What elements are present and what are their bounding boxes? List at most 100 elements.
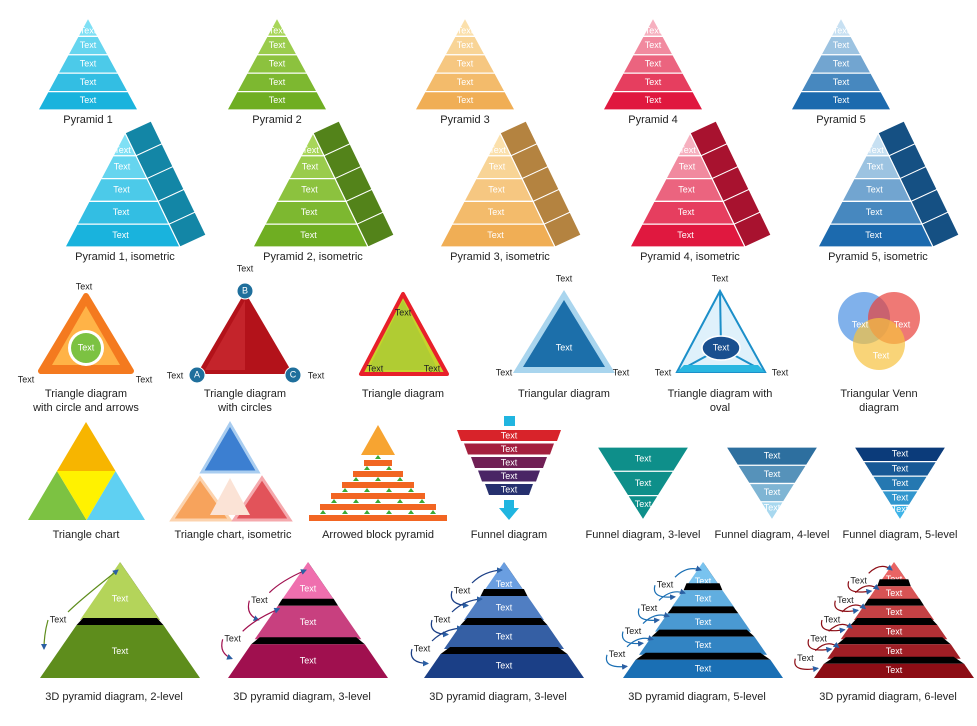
pyramid-level — [36, 90, 140, 111]
label: Text — [114, 145, 131, 155]
label: Text — [892, 492, 909, 502]
triangle — [523, 300, 605, 367]
funnel-level — [626, 495, 660, 522]
side-arrow — [637, 608, 660, 624]
block — [364, 460, 392, 466]
label: Text — [224, 634, 241, 644]
caption: Pyramid 5, isometric — [828, 251, 928, 263]
label: Text — [833, 95, 850, 105]
label: Text — [113, 207, 130, 217]
label: Text — [489, 145, 506, 155]
top-block — [361, 425, 395, 455]
caption: Triangle chart, isometric — [175, 529, 292, 541]
label: Text — [764, 469, 781, 479]
arrow — [353, 477, 359, 481]
label: Text — [886, 574, 903, 584]
side-arrow — [653, 585, 676, 601]
label: A — [194, 369, 200, 379]
arrow — [353, 499, 359, 503]
label: Text — [713, 342, 730, 352]
label: Text — [678, 207, 695, 217]
label: Text — [894, 319, 911, 329]
side-arrow — [67, 569, 119, 613]
label: Text — [488, 184, 505, 194]
label: Text — [308, 370, 325, 380]
label: Text — [454, 585, 471, 595]
side-arrow — [841, 603, 867, 613]
label: Text — [609, 649, 626, 659]
caption: Arrowed block pyramid — [322, 529, 434, 541]
arrow — [375, 455, 381, 459]
caption: Pyramid 2, isometric — [263, 251, 363, 263]
caption: Pyramid 5 — [816, 114, 866, 126]
side-arrow — [674, 565, 702, 578]
circle — [188, 366, 206, 384]
label: Text — [886, 607, 903, 617]
label: Text — [501, 484, 518, 494]
caption: with circle and arrows — [32, 402, 139, 414]
side-arrow — [794, 658, 819, 673]
side-arrow — [820, 619, 846, 634]
label: Text — [269, 40, 286, 50]
pyramid-top — [460, 618, 548, 625]
funnel-input — [504, 416, 515, 426]
label: Text — [657, 580, 674, 590]
label: Text — [501, 444, 518, 454]
circle — [71, 333, 101, 363]
label: Text — [80, 58, 97, 68]
label: Text — [489, 162, 506, 172]
label: Text — [457, 40, 474, 50]
block — [342, 482, 414, 488]
label: Text — [764, 487, 781, 497]
pyramid-top — [277, 598, 339, 606]
caption: 3D pyramid diagram, 5-level — [628, 691, 766, 703]
label: Text — [167, 370, 184, 380]
label: Text — [457, 77, 474, 87]
label: Text — [712, 273, 729, 283]
label: Text — [641, 603, 658, 613]
label: Text — [80, 26, 97, 36]
caption: Triangle diagram — [362, 388, 444, 400]
side-arrow — [430, 619, 449, 638]
side-arrow — [814, 641, 840, 652]
label: Text — [867, 145, 884, 155]
label: Text — [867, 162, 884, 172]
label: Text — [302, 145, 319, 155]
label: Text — [677, 230, 694, 240]
label: Text — [80, 95, 97, 105]
pyramid-top — [480, 589, 528, 596]
pyramid-level — [629, 223, 746, 248]
label: Text — [395, 307, 412, 317]
label: Text — [886, 665, 903, 675]
label: Text — [302, 162, 319, 172]
label: Text — [78, 342, 95, 352]
funnel-level — [889, 504, 911, 522]
label: Text — [457, 58, 474, 68]
label: Text — [457, 95, 474, 105]
funnel-level — [485, 484, 533, 495]
pyramid-level — [880, 562, 908, 582]
funnel-level — [471, 457, 547, 468]
label: Text — [764, 502, 781, 512]
arrow — [375, 477, 381, 481]
pyramid-level — [867, 586, 921, 601]
label: Text — [645, 26, 662, 36]
label: Text — [76, 281, 93, 291]
caption: 3D pyramid diagram, 6-level — [819, 691, 957, 703]
pyramid-top — [863, 598, 925, 606]
pyramid-top — [440, 647, 568, 654]
pyramid-level — [281, 562, 335, 601]
pyramid-level — [671, 590, 735, 609]
label: Text — [367, 363, 384, 373]
label: Text — [501, 457, 518, 467]
label: Text — [695, 663, 712, 673]
pyramid-top — [850, 618, 938, 625]
label: Text — [852, 319, 869, 329]
pyramid-top — [877, 579, 911, 587]
label: Text — [625, 626, 642, 636]
label: Text — [112, 230, 129, 240]
triangle-highlight — [205, 300, 245, 370]
caption: Triangle diagram with — [668, 388, 773, 400]
pyramid-level — [439, 223, 556, 248]
